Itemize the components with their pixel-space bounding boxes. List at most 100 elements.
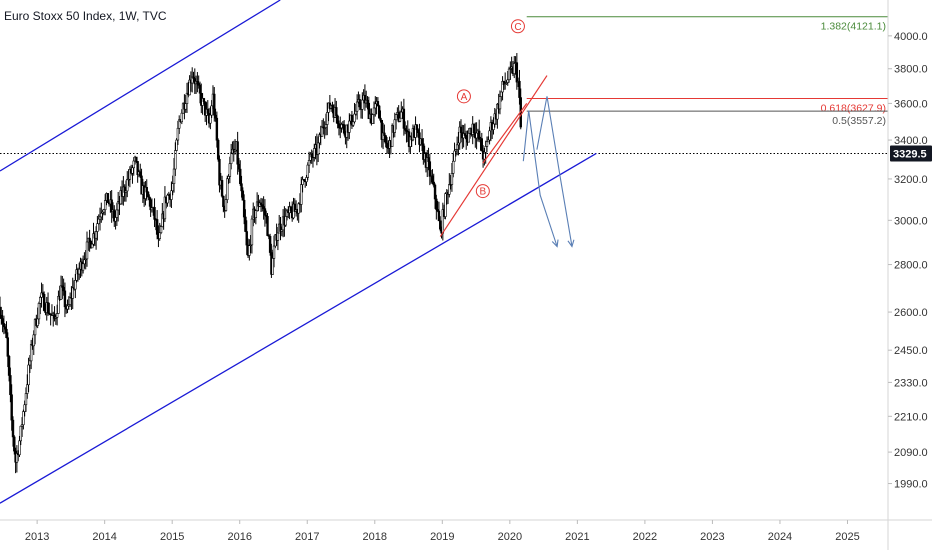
candle-body bbox=[10, 394, 13, 421]
candle-body bbox=[5, 328, 8, 339]
candle-body bbox=[420, 138, 424, 145]
candle-body bbox=[13, 436, 16, 452]
candle-body bbox=[297, 203, 300, 214]
candle-body bbox=[477, 130, 481, 140]
candle-body bbox=[507, 68, 511, 81]
candle-body bbox=[206, 109, 209, 114]
candle-body bbox=[480, 138, 483, 152]
candle-body bbox=[28, 360, 32, 366]
candle-body bbox=[146, 191, 150, 198]
candle-body bbox=[237, 163, 241, 170]
candle-body bbox=[3, 326, 7, 330]
candle-body bbox=[492, 123, 495, 130]
candle-body bbox=[88, 237, 91, 242]
candle-body bbox=[178, 119, 181, 129]
candle-body bbox=[379, 117, 382, 121]
last-price-label: 3329.5 bbox=[893, 148, 927, 160]
candle-body bbox=[326, 112, 329, 125]
candle-body bbox=[24, 393, 28, 406]
candle-body bbox=[166, 194, 169, 204]
projection-arrow-1-head bbox=[551, 239, 559, 248]
candle-body bbox=[0, 306, 2, 316]
candle-body bbox=[180, 112, 184, 123]
y-tick-label: 2600.0 bbox=[894, 307, 928, 319]
candle-body bbox=[236, 141, 239, 165]
candle-body bbox=[214, 114, 217, 119]
y-tick-label: 2800.0 bbox=[894, 260, 928, 272]
candle-body bbox=[376, 101, 380, 107]
wave-label: C bbox=[514, 22, 521, 33]
candle-body bbox=[7, 356, 11, 376]
candle-body bbox=[94, 231, 98, 239]
candle-body bbox=[62, 287, 65, 292]
x-tick-label: 2023 bbox=[700, 531, 724, 543]
candle-body bbox=[518, 80, 521, 98]
candle-body bbox=[36, 318, 39, 326]
candle-body bbox=[355, 101, 359, 112]
candle-body bbox=[300, 184, 303, 205]
x-tick-label: 2014 bbox=[92, 531, 116, 543]
candle-body bbox=[172, 168, 176, 184]
y-tick-label: 2450.0 bbox=[894, 345, 928, 357]
candle-body bbox=[352, 121, 355, 126]
x-tick-label: 2018 bbox=[363, 531, 387, 543]
candle-body bbox=[366, 99, 369, 104]
candle-body bbox=[435, 198, 438, 210]
channel-upper-line bbox=[0, 0, 281, 172]
candle-body bbox=[1, 318, 4, 324]
candle-body bbox=[331, 105, 334, 110]
candle-body bbox=[96, 223, 99, 232]
wave-label: A bbox=[461, 92, 468, 103]
candle-body bbox=[384, 135, 387, 144]
candle-body bbox=[444, 193, 447, 217]
candle-body bbox=[159, 226, 163, 234]
candle-body bbox=[213, 93, 216, 116]
candle-body bbox=[452, 160, 455, 174]
candle-body bbox=[244, 216, 247, 232]
candle-body bbox=[158, 232, 161, 239]
candle-body bbox=[271, 258, 274, 275]
candle-body bbox=[455, 144, 459, 150]
candle-body bbox=[83, 259, 86, 265]
x-tick-label: 2017 bbox=[295, 531, 319, 543]
candle-body bbox=[210, 105, 213, 116]
candle-body bbox=[239, 168, 242, 185]
candle-body bbox=[170, 190, 173, 200]
candle-body bbox=[196, 81, 199, 84]
candle-body bbox=[394, 114, 398, 121]
candle-body bbox=[71, 287, 74, 299]
candle-body bbox=[272, 245, 276, 259]
candle-body bbox=[266, 216, 269, 236]
candle-body bbox=[78, 268, 81, 275]
candle-body bbox=[115, 209, 119, 218]
candle-body bbox=[453, 150, 456, 162]
candle-body bbox=[39, 297, 42, 304]
candle-body bbox=[248, 245, 251, 256]
candle-body bbox=[498, 96, 502, 110]
candle-body bbox=[432, 181, 435, 186]
candle-body bbox=[427, 157, 430, 162]
candle-body bbox=[306, 164, 309, 178]
candle-body bbox=[513, 63, 516, 74]
candle-body bbox=[42, 294, 46, 311]
projection-arrow-2 bbox=[536, 96, 573, 247]
candle-body bbox=[18, 440, 21, 456]
candle-body bbox=[372, 107, 376, 115]
chart-title: Euro Stoxx 50 Index, 1W, TVC bbox=[4, 9, 167, 23]
candle-body bbox=[398, 117, 402, 122]
candle-body bbox=[176, 127, 180, 141]
candle-body bbox=[216, 139, 220, 160]
candle-body bbox=[102, 209, 106, 213]
candle-body bbox=[416, 129, 420, 134]
candle-body bbox=[383, 132, 386, 136]
candle-body bbox=[215, 117, 219, 141]
candle-body bbox=[313, 148, 316, 158]
x-tick-label: 2025 bbox=[835, 531, 859, 543]
candle-body bbox=[374, 103, 377, 109]
candle-body bbox=[450, 173, 454, 185]
candle-body bbox=[226, 178, 229, 200]
y-tick-label: 3000.0 bbox=[894, 215, 928, 227]
candle-body bbox=[229, 152, 233, 164]
candle-body bbox=[222, 195, 225, 207]
